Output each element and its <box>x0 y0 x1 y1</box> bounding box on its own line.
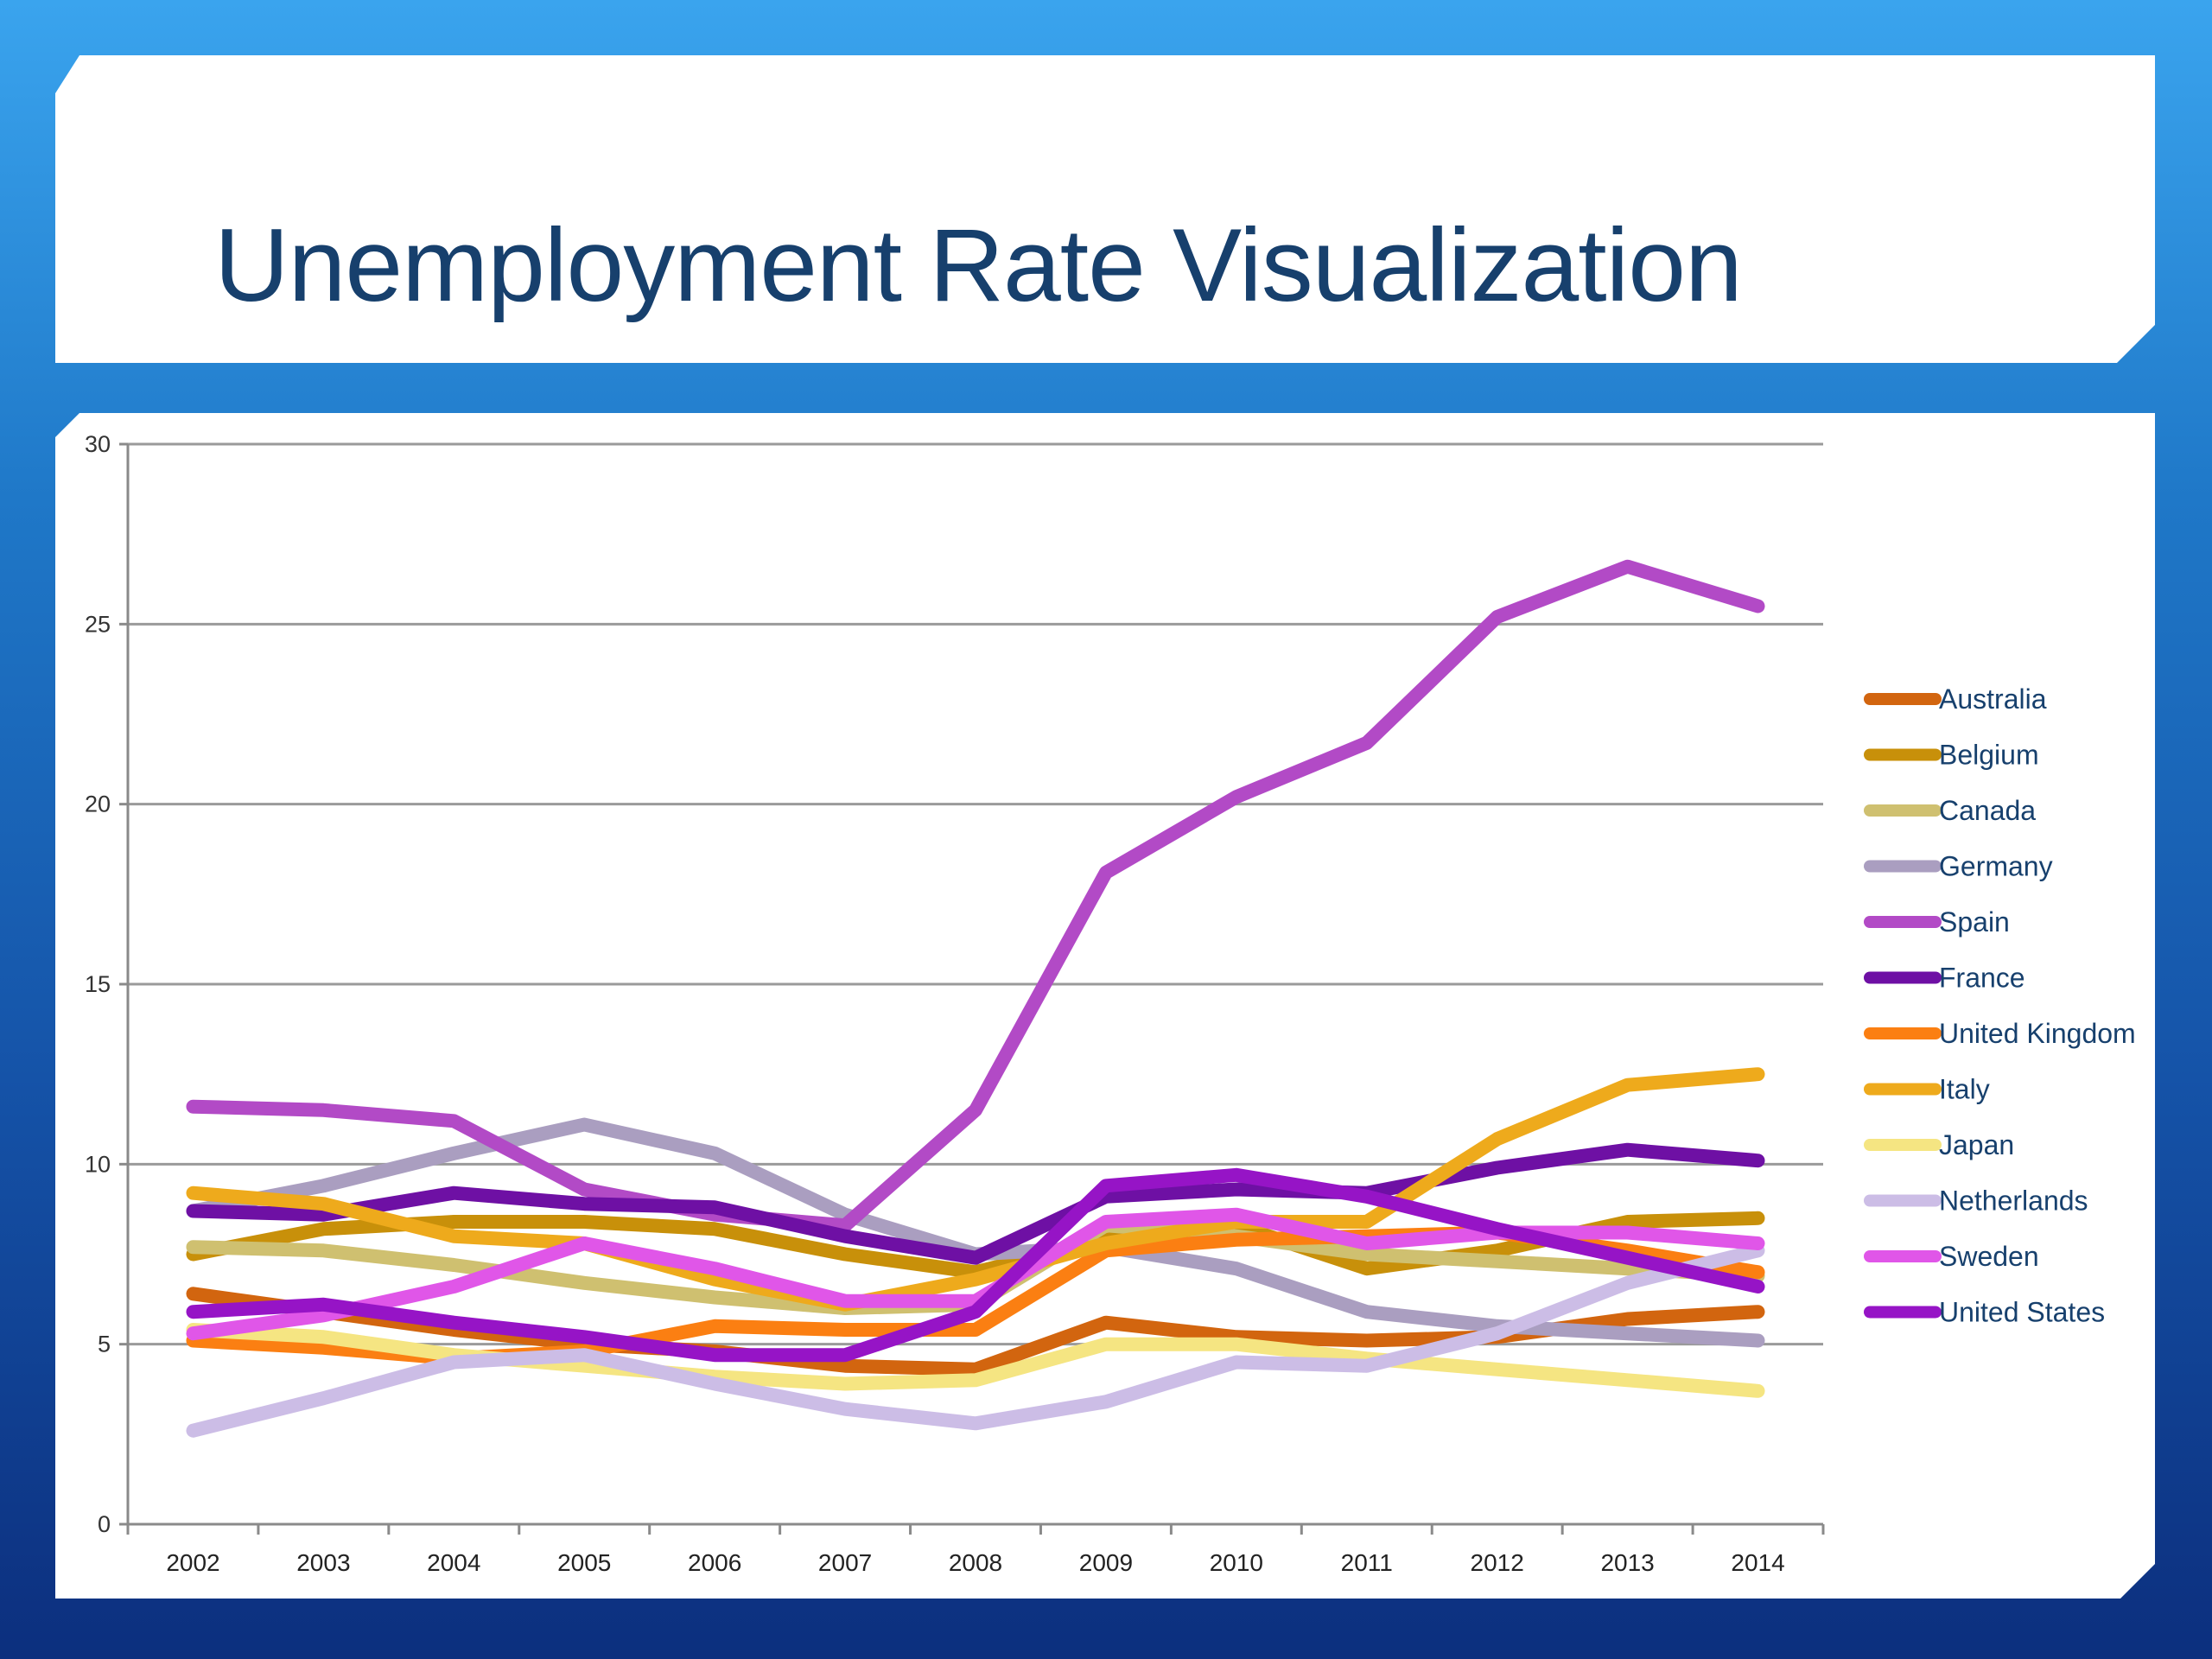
series-lines <box>194 567 1758 1431</box>
legend-label-sweden: Sweden <box>1939 1241 2039 1272</box>
x-tick-labels: 2002 2003 2004 2005 2006 2007 2008 2009 2010 2011… <box>166 1549 1784 1576</box>
y-tick-label: 15 <box>85 971 111 997</box>
x-tick-label: 2008 <box>949 1549 1002 1576</box>
x-tick-label: 2010 <box>1210 1549 1263 1576</box>
legend-label-australia: Australia <box>1939 683 2047 715</box>
legend-label-italy: Italy <box>1939 1074 1990 1105</box>
series-line-belgium <box>194 1218 1758 1273</box>
chart-panel: 0 5 10 15 20 25 30 2002 2003 2004 2005 2006 2007 200… <box>55 413 2155 1599</box>
series-line-japan <box>194 1330 1758 1391</box>
x-tick-label: 2009 <box>1079 1549 1133 1576</box>
y-tick-labels: 0 5 10 15 20 25 30 <box>85 431 111 1537</box>
y-tick-label: 0 <box>98 1511 111 1537</box>
x-tick-label: 2013 <box>1600 1549 1654 1576</box>
x-tick-label: 2006 <box>688 1549 741 1576</box>
legend-label-belgium: Belgium <box>1939 740 2039 771</box>
x-tick-label: 2007 <box>818 1549 872 1576</box>
y-tick-label: 20 <box>85 791 111 817</box>
legend-label-united-kingdom: United Kingdom <box>1939 1018 2136 1049</box>
x-tick-label: 2012 <box>1471 1549 1524 1576</box>
series-line-spain <box>194 567 1758 1225</box>
legend-label-netherlands: Netherlands <box>1939 1185 2088 1217</box>
y-tick-label: 25 <box>85 611 111 637</box>
x-tick-label: 2002 <box>166 1549 219 1576</box>
slide-title: Unemployment Rate Visualization <box>214 207 1742 323</box>
x-tick-label: 2004 <box>427 1549 480 1576</box>
legend-label-canada: Canada <box>1939 795 2036 826</box>
y-tick-label: 10 <box>85 1151 111 1177</box>
series-line-united-states <box>194 1175 1758 1355</box>
legend-label-japan: Japan <box>1939 1129 2014 1160</box>
legend-label-spain: Spain <box>1939 906 2010 938</box>
legend-label-france: France <box>1939 963 2025 994</box>
title-panel: Unemployment Rate Visualization <box>55 55 2155 363</box>
series-line-netherlands <box>194 1250 1758 1430</box>
x-tick-label: 2014 <box>1731 1549 1784 1576</box>
y-tick-label: 5 <box>98 1332 111 1357</box>
x-tick-label: 2003 <box>296 1549 350 1576</box>
legend-label-united-states: United States <box>1939 1297 2105 1328</box>
x-tick-label: 2005 <box>557 1549 611 1576</box>
series-line-italy <box>194 1074 1758 1305</box>
axes <box>119 444 1823 1535</box>
series-line-france <box>194 1150 1758 1258</box>
x-tick-label: 2011 <box>1341 1549 1393 1576</box>
legend: Australia Belgium Canada Germany Spain France… <box>1870 683 2136 1328</box>
legend-label-germany: Germany <box>1939 851 2053 882</box>
y-tick-label: 30 <box>85 431 111 457</box>
